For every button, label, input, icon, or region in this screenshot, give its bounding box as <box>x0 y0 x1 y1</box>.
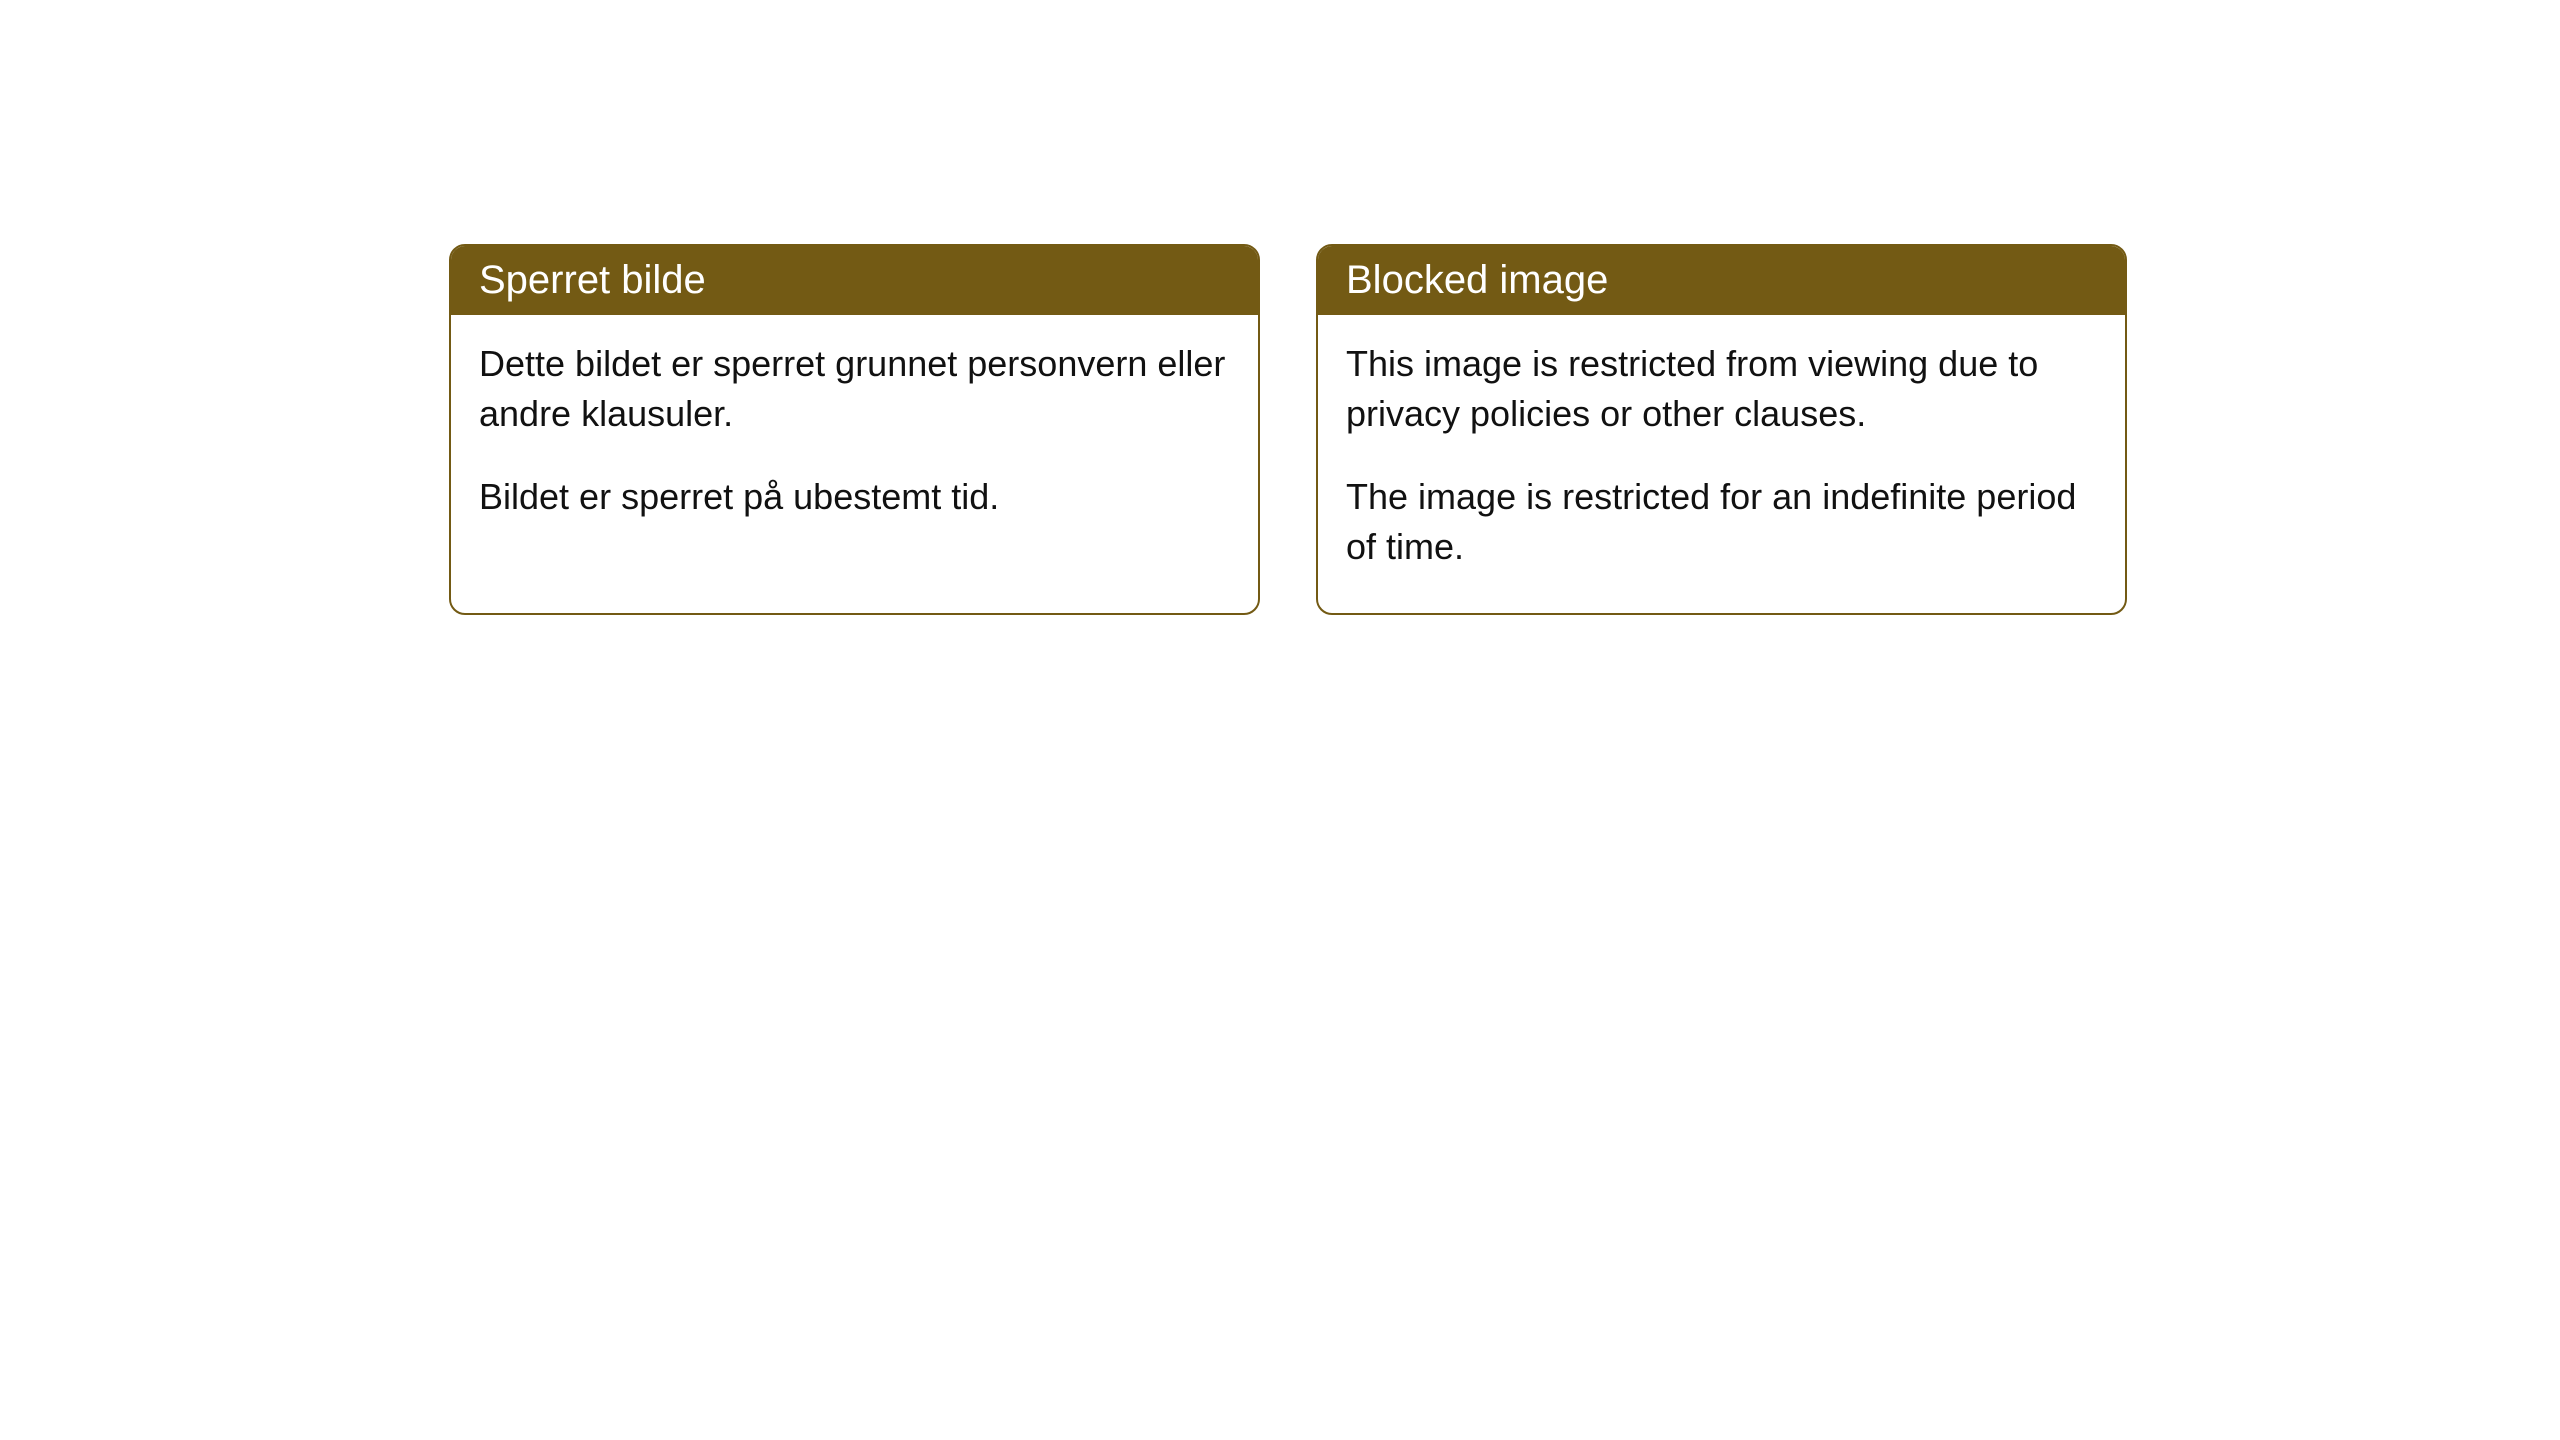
card-paragraph-2: The image is restricted for an indefinit… <box>1346 472 2097 573</box>
card-header-english: Blocked image <box>1318 246 2125 315</box>
card-english: Blocked image This image is restricted f… <box>1316 244 2127 615</box>
card-paragraph-1: This image is restricted from viewing du… <box>1346 339 2097 440</box>
card-body-norwegian: Dette bildet er sperret grunnet personve… <box>451 315 1258 562</box>
cards-container: Sperret bilde Dette bildet er sperret gr… <box>449 244 2127 615</box>
card-body-english: This image is restricted from viewing du… <box>1318 315 2125 613</box>
card-paragraph-1: Dette bildet er sperret grunnet personve… <box>479 339 1230 440</box>
card-norwegian: Sperret bilde Dette bildet er sperret gr… <box>449 244 1260 615</box>
card-paragraph-2: Bildet er sperret på ubestemt tid. <box>479 472 1230 522</box>
card-header-norwegian: Sperret bilde <box>451 246 1258 315</box>
